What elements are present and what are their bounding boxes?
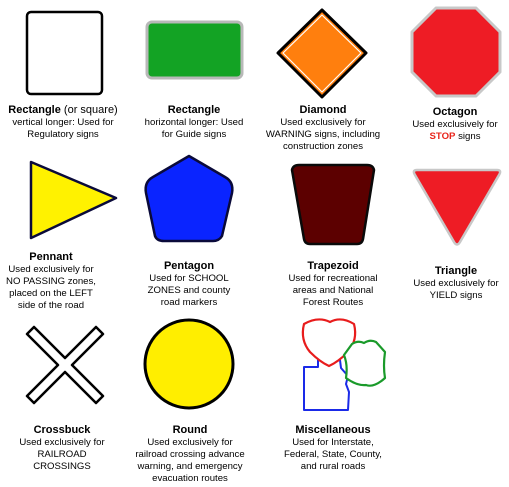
stop-word: STOP xyxy=(429,131,456,142)
caption-trapezoid: Trapezoid Used for recreational areas an… xyxy=(270,260,396,309)
misc-green-shield xyxy=(342,339,387,387)
sign-description-line: CROSSINGS xyxy=(33,461,91,472)
sign-description-line: Federal, State, County, xyxy=(284,449,382,460)
sign-description-line: for Guide signs xyxy=(161,129,227,140)
diamond-shape xyxy=(276,8,368,99)
sign-description-line: areas and National xyxy=(292,285,374,296)
caption-miscellaneous: Miscellaneous Used for Interstate, Feder… xyxy=(270,424,396,473)
rectangle-horizontal-shape xyxy=(145,20,244,80)
caption-round: Round Used exclusively for railroad cros… xyxy=(124,424,256,485)
sign-title: Pentagon xyxy=(163,260,215,272)
caption-crossbuck: Crossbuck Used exclusively for RAILROAD … xyxy=(6,424,118,473)
caption-octagon: Octagon Used exclusively for STOP signs xyxy=(400,106,509,143)
sign-title: Miscellaneous xyxy=(295,424,371,436)
rectangle-vertical-shape xyxy=(25,10,104,96)
misc-blue-outline xyxy=(303,359,350,411)
triangle-shape xyxy=(412,168,502,246)
sign-title: Round xyxy=(172,424,208,436)
crossbuck-shape xyxy=(25,325,105,405)
sign-description-line: Used for recreational xyxy=(288,273,378,284)
sign-description-line: Regulatory signs xyxy=(27,129,99,140)
sign-description-line: warning, and emergency xyxy=(137,461,243,472)
sign-description-line: Forest Routes xyxy=(302,297,364,308)
sign-title: Octagon xyxy=(432,106,478,118)
caption-pennant: Pennant Used exclusively for NO PASSING … xyxy=(0,251,102,312)
sign-title: Diamond xyxy=(299,104,347,116)
sign-description-line: and rural roads xyxy=(300,461,366,472)
sign-description-line: horizontal longer: Used xyxy=(144,117,244,128)
sign-description-line: Used exclusively for xyxy=(412,119,498,130)
sign-title: Triangle xyxy=(434,265,478,277)
sign-title: Rectangle xyxy=(8,104,61,116)
sign-description-line: signs xyxy=(458,131,481,142)
sign-description-line: evacuation routes xyxy=(152,473,228,484)
sign-description-line: Used for Interstate, xyxy=(292,437,374,448)
caption-triangle: Triangle Used exclusively for YIELD sign… xyxy=(403,265,509,302)
sign-description-line: Used exclusively for xyxy=(147,437,233,448)
sign-description-line: Used exclusively for xyxy=(413,278,499,289)
pentagon-shape xyxy=(144,154,234,243)
sign-description-line: NO PASSING zones, xyxy=(6,276,96,287)
caption-rectangle-horizontal: Rectangle horizontal longer: Used for Gu… xyxy=(134,104,254,141)
sign-title: Pennant xyxy=(29,251,73,263)
caption-diamond: Diamond Used exclusively for WARNING sig… xyxy=(261,104,385,153)
pennant-shape xyxy=(29,160,118,240)
sign-description-line: Used exclusively for xyxy=(19,437,105,448)
octagon-shape xyxy=(410,6,502,98)
sign-description-line: WARNING signs, including xyxy=(265,129,381,140)
sign-title-suffix: (or square) xyxy=(63,104,118,116)
sign-description-line: construction zones xyxy=(283,141,363,152)
caption-pentagon: Pentagon Used for SCHOOL ZONES and count… xyxy=(132,260,246,309)
sign-description-line: side of the road xyxy=(17,300,85,311)
sign-description-line: YIELD signs xyxy=(429,290,483,301)
sign-title: Rectangle xyxy=(167,104,221,116)
sign-description-line: Used exclusively for xyxy=(8,264,94,275)
sign-description-line: railroad crossing advance xyxy=(135,449,245,460)
caption-rectangle-vertical: Rectangle (or square) vertical longer: U… xyxy=(0,104,126,141)
sign-description-line: ZONES and county xyxy=(147,285,231,296)
sign-description-line: RAILROAD xyxy=(37,449,87,460)
round-shape xyxy=(143,318,235,410)
sign-title: Trapezoid xyxy=(307,260,359,272)
sign-title: Crossbuck xyxy=(33,424,91,436)
sign-description-line: vertical longer: Used for xyxy=(12,117,114,128)
miscellaneous-shapes xyxy=(301,318,387,411)
sign-description-line: road markers xyxy=(160,297,218,308)
sign-description-line: placed on the LEFT xyxy=(9,288,93,299)
sign-description-line: Used exclusively for xyxy=(280,117,366,128)
sign-description-line: Used for SCHOOL xyxy=(149,273,229,284)
trapezoid-shape xyxy=(290,163,376,246)
